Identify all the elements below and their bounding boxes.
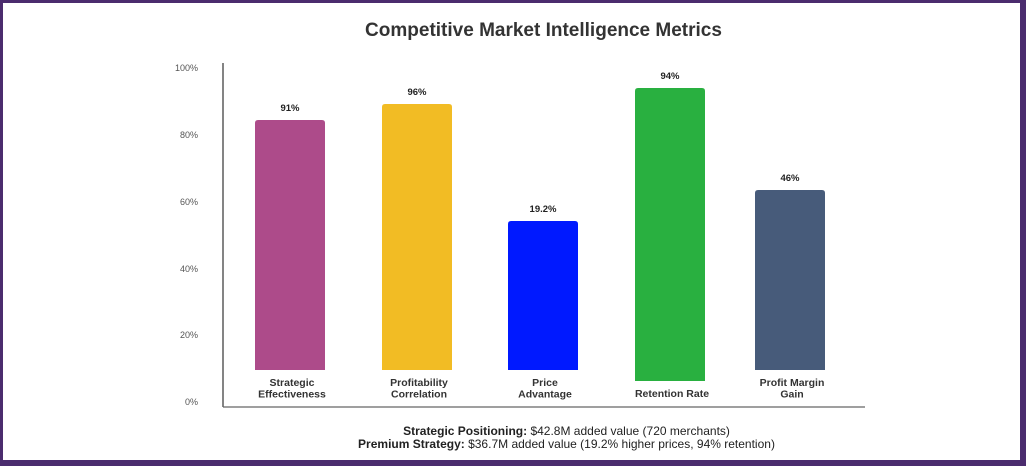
y-tick-label: 20% [180,330,198,340]
footer-line-2: Premium Strategy: $36.7M added value (19… [0,437,1026,451]
y-tick-label: 60% [180,197,198,207]
y-tick-label: 0% [185,397,198,407]
x-category-label: Strategic [270,377,315,389]
x-category-label: Effectiveness [258,389,326,401]
chart-title: Competitive Market Intelligence Metrics [365,20,722,41]
bar-value-label: 46% [780,173,800,184]
bar [255,120,325,370]
bar-value-label: 91% [280,103,300,114]
x-category-label: Gain [780,389,803,401]
x-category-label: Correlation [391,389,447,401]
bar [382,104,452,370]
bar-value-label: 96% [407,87,427,98]
bar [755,190,825,370]
x-category-label: Retention Rate [635,388,709,400]
x-category-label: Price [532,377,558,389]
bar-value-label: 94% [660,71,680,82]
x-category-label: Profit Margin [760,377,825,389]
footer-line-1: Strategic Positioning: $42.8M added valu… [0,424,1026,438]
footer-label-1: Strategic Positioning: [403,424,528,438]
bar [635,88,705,381]
footer-text-2: $36.7M added value (19.2% higher prices,… [464,437,775,451]
x-category-label: Profitability [390,377,448,389]
x-category-label: Advantage [518,389,572,401]
footer-text-1: $42.8M added value (720 merchants) [527,424,730,438]
y-tick-label: 100% [175,63,198,73]
y-tick-label: 80% [180,130,198,140]
footer-label-2: Premium Strategy: [358,437,465,451]
bar [508,221,578,370]
bar-value-label: 19.2% [530,204,557,215]
y-tick-label: 40% [180,264,198,274]
